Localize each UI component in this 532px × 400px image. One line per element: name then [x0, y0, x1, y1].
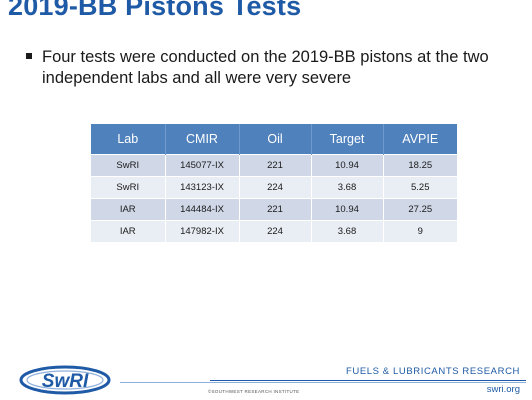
cell-target: 3.68 [311, 220, 384, 242]
cell-oil: 224 [239, 220, 312, 242]
cell-target: 10.94 [311, 198, 384, 221]
footer-divider-secondary [120, 382, 526, 383]
cell-target: 3.68 [311, 176, 384, 199]
cell-target: 10.94 [311, 154, 384, 177]
header-avpie: AVPIE [383, 124, 457, 155]
header-lab: Lab [91, 124, 166, 155]
cell-lab: IAR [91, 220, 166, 242]
header-oil: Oil [239, 124, 312, 155]
results-table: Lab CMIR Oil Target AVPIE SwRI 145077-IX… [91, 124, 457, 242]
website-link[interactable]: swri.org [486, 384, 520, 395]
cell-cmir: 147982-IX [165, 220, 240, 242]
header-target: Target [311, 124, 384, 155]
cell-lab: IAR [91, 198, 166, 221]
cell-avpie: 27.25 [383, 198, 457, 221]
table-row: SwRI 145077-IX 221 10.94 18.25 [91, 154, 457, 177]
table-row: IAR 147982-IX 224 3.68 9 [91, 220, 457, 242]
bullet-point: Four tests were conducted on the 2019-BB… [26, 47, 526, 89]
cell-avpie: 9 [383, 220, 457, 242]
cell-avpie: 18.25 [383, 154, 457, 177]
cell-oil: 221 [239, 198, 312, 221]
table-row: IAR 144484-IX 221 10.94 27.25 [91, 198, 457, 221]
cell-cmir: 143123-IX [165, 176, 240, 199]
cell-avpie: 5.25 [383, 176, 457, 199]
cell-oil: 224 [239, 176, 312, 199]
cell-cmir: 145077-IX [165, 154, 240, 177]
cell-cmir: 144484-IX [165, 198, 240, 221]
division-name: FUELS & LUBRICANTS RESEARCH [345, 366, 520, 377]
header-cmir: CMIR [165, 124, 240, 155]
cell-oil: 221 [239, 154, 312, 177]
cell-lab: SwRI [91, 154, 166, 177]
logo-text: SwRI [42, 371, 89, 392]
table-row: SwRI 143123-IX 224 3.68 5.25 [91, 176, 457, 199]
footer-divider [210, 380, 526, 381]
square-bullet-icon [26, 53, 32, 59]
table-header-row: Lab CMIR Oil Target AVPIE [91, 124, 457, 155]
bullet-text: Four tests were conducted on the 2019-BB… [42, 48, 489, 87]
cell-lab: SwRI [91, 176, 166, 199]
copyright-notice: ©SOUTHWEST RESEARCH INSTITUTE [208, 389, 300, 394]
swri-logo: SwRI [19, 365, 111, 395]
slide-title: 2019-BB Pistons Tests [8, 0, 302, 21]
